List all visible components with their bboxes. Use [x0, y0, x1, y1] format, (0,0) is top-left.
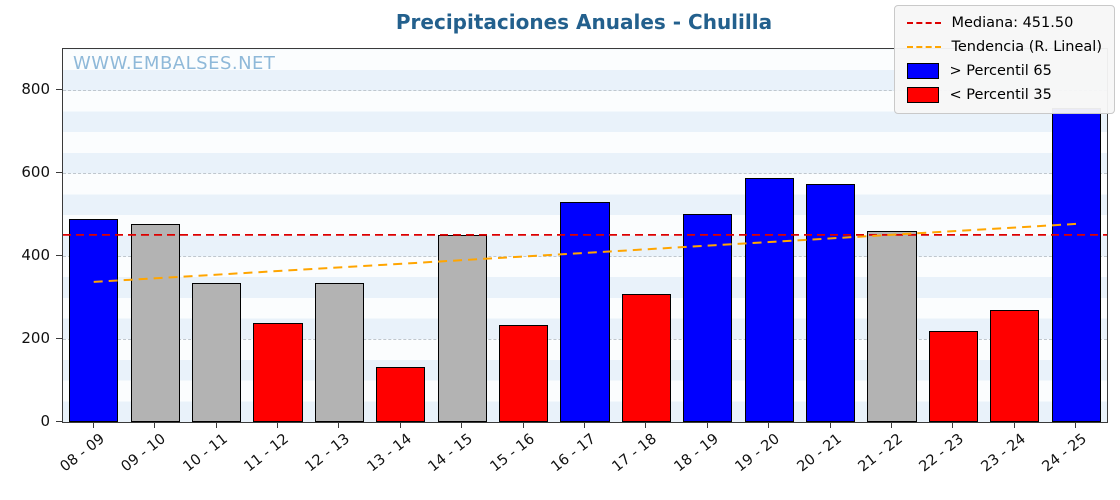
watermark: WWW.EMBALSES.NET [73, 53, 276, 74]
bar [314, 283, 364, 422]
bar [928, 330, 979, 422]
bar [560, 202, 610, 422]
x-tick-label: 16 - 17 [548, 431, 599, 476]
y-tick-mark [56, 89, 62, 91]
x-tick-mark [276, 422, 278, 428]
x-tick-label: 15 - 16 [487, 431, 538, 476]
bar [191, 283, 242, 422]
legend-item-p35: < Percentil 35 [907, 87, 1102, 103]
x-tick-label: 12 - 13 [302, 431, 354, 476]
x-tick-label: 24 - 25 [1039, 431, 1091, 476]
trend-line-swatch [907, 46, 942, 48]
x-tick-label: 17 - 18 [609, 431, 661, 476]
legend-p65-label: > Percentil 65 [949, 63, 1052, 79]
x-tick-mark [154, 422, 156, 428]
x-tick-mark [522, 422, 524, 428]
bar [69, 218, 119, 422]
x-tick-mark [399, 422, 401, 428]
x-tick-mark [891, 422, 893, 428]
legend: Mediana: 451.50 Tendencia (R. Lineal) > … [894, 5, 1115, 114]
x-tick-label: 11 - 12 [241, 431, 292, 476]
gridline [63, 90, 1107, 92]
bar [621, 294, 671, 422]
bar [744, 178, 794, 422]
x-axis: 08 - 09 09 - 10 10 - 11 11 - 12 12 - 13 13 - … [57, 422, 1106, 500]
p65-patch-swatch [907, 63, 940, 79]
x-tick-label: 23 - 24 [978, 431, 1029, 476]
x-tick-mark [92, 422, 94, 428]
legend-median-label: Mediana: 451.50 [951, 15, 1074, 31]
x-tick-label: 08 - 09 [57, 431, 108, 476]
x-tick-mark [461, 422, 463, 428]
gridline [63, 173, 1107, 175]
median-line-swatch [907, 22, 942, 24]
bar [1051, 107, 1101, 422]
bar [253, 322, 303, 422]
x-tick-label: 20 - 21 [794, 431, 845, 476]
x-tick-mark [829, 422, 831, 428]
y-axis: 0 200 400 600 800 [0, 48, 62, 430]
y-tick-label: 400 [21, 246, 50, 265]
x-tick-label: 19 - 20 [732, 431, 784, 476]
y-tick-label: 0 [40, 412, 50, 430]
x-tick-mark [1013, 422, 1015, 428]
bar [437, 234, 487, 422]
x-tick-mark [584, 422, 585, 428]
y-tick-mark [56, 338, 62, 340]
x-tick-mark [338, 422, 340, 428]
legend-item-trend: Tendencia (R. Lineal) [907, 39, 1102, 55]
bar [376, 366, 426, 422]
bar [867, 230, 917, 422]
legend-item-p65: > Percentil 65 [907, 63, 1102, 79]
x-tick-label: 21 - 22 [855, 431, 906, 476]
x-tick-label: 09 - 10 [118, 431, 169, 476]
bar [990, 310, 1040, 422]
x-tick-mark [768, 422, 770, 428]
legend-trend-label: Tendencia (R. Lineal) [951, 39, 1102, 55]
x-tick-mark [215, 422, 217, 428]
bar [130, 223, 180, 422]
y-tick-mark [56, 172, 62, 174]
y-tick-mark [56, 421, 62, 422]
y-tick-label: 800 [21, 80, 50, 99]
p35-patch-swatch [907, 87, 940, 103]
bar [683, 213, 733, 422]
bar [499, 325, 549, 422]
y-tick-label: 200 [21, 329, 50, 348]
legend-item-median: Mediana: 451.50 [907, 15, 1102, 31]
x-tick-mark [952, 422, 954, 428]
x-tick-label: 10 - 11 [180, 431, 231, 476]
x-tick-mark [1075, 422, 1077, 428]
x-tick-label: 14 - 15 [425, 431, 477, 476]
x-tick-mark [645, 422, 647, 428]
x-tick-label: 18 - 19 [671, 431, 722, 476]
chart-title: Precipitaciones Anuales - Chulilla [395, 10, 773, 34]
y-tick-label: 600 [21, 163, 50, 182]
x-tick-label: 22 - 23 [916, 431, 968, 476]
bar [806, 183, 856, 422]
x-tick-label: 13 - 14 [364, 431, 415, 476]
x-tick-mark [706, 422, 708, 428]
plot-area: WWW.EMBALSES.NET [62, 48, 1108, 423]
y-tick-mark [56, 255, 62, 257]
legend-p35-label: < Percentil 35 [949, 87, 1052, 103]
